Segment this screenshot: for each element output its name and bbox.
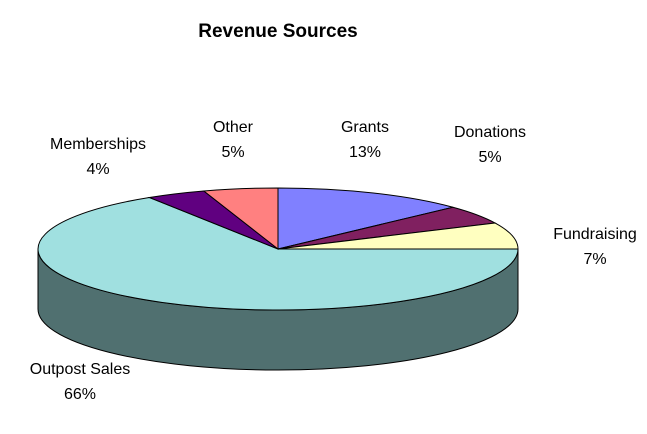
pie-slice (277, 187, 454, 250)
pie-slice (37, 196, 519, 311)
slice-label: Grants (341, 119, 389, 136)
chart-title: Revenue Sources (198, 21, 357, 42)
pie-slice (277, 222, 519, 250)
slice-value-label: 7% (583, 251, 606, 268)
slice-value-label: 5% (478, 149, 501, 166)
slice-value-label: 13% (349, 144, 381, 161)
slice-value-label: 5% (221, 144, 244, 161)
slice-value-label: 4% (86, 161, 109, 178)
slice-label: Donations (454, 124, 526, 141)
slice-label: Fundraising (553, 226, 637, 243)
slice-label: Outpost Sales (30, 361, 131, 378)
slice-label: Memberships (50, 136, 146, 153)
pie-slice (202, 187, 279, 251)
slice-value-label: 66% (64, 386, 96, 403)
slice-label: Other (213, 119, 254, 136)
